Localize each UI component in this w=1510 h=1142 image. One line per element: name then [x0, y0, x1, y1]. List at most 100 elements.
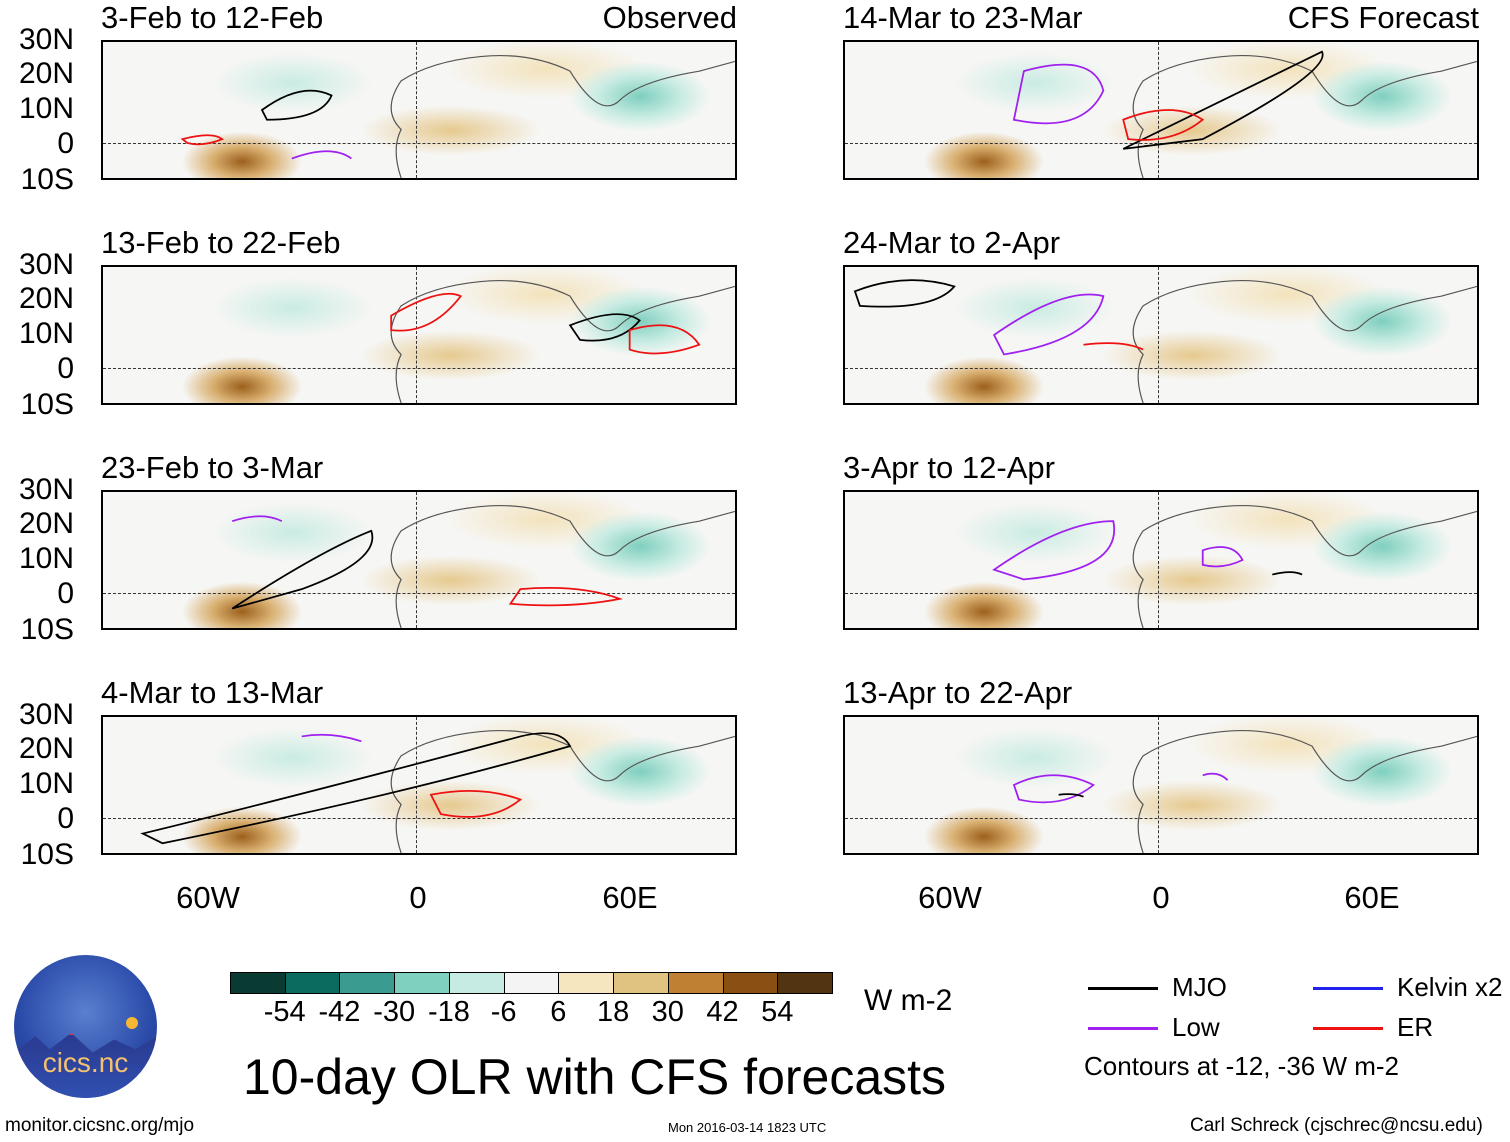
contours — [180, 55, 735, 178]
colorbar-swatch — [777, 972, 833, 994]
panel-title: 14-Mar to 23-Mar — [843, 0, 1083, 35]
panel-title: 13-Feb to 22-Feb — [101, 225, 341, 260]
equator-line — [845, 142, 1477, 144]
lat-tick-label: 20N — [18, 507, 74, 540]
anomaly-contour — [140, 732, 572, 845]
anomaly-contour — [260, 89, 333, 121]
lon-tick-label: 60E — [602, 880, 658, 915]
colorbar-swatch — [339, 972, 396, 994]
colorbar-label: 42 — [706, 996, 739, 1028]
contours — [1012, 730, 1477, 853]
coastline — [1132, 730, 1477, 853]
anomaly-contour — [508, 587, 623, 607]
anomaly-contour — [1122, 50, 1324, 150]
forecast-map-panel — [843, 40, 1479, 180]
lat-tick-label: 20N — [18, 732, 74, 765]
legend-swatch — [1088, 987, 1158, 990]
colorbar-label: -18 — [427, 996, 470, 1028]
forecast-map-panel — [843, 715, 1479, 855]
anomaly-contour — [1012, 63, 1105, 125]
lat-tick-label: 30N — [18, 248, 74, 281]
lon-tick-label: 60W — [918, 880, 982, 915]
prime-meridian-line — [415, 492, 417, 628]
contours — [140, 730, 735, 853]
colorbar-swatch — [503, 972, 560, 994]
legend-label: Low — [1172, 1012, 1220, 1042]
coastline — [1132, 55, 1477, 178]
colorbar-units: W m-2 — [864, 984, 953, 1017]
forecast-map-panel — [843, 265, 1479, 405]
lat-tick-label: 20N — [18, 282, 74, 315]
colorbar-label: 6 — [550, 996, 567, 1028]
equator-line — [845, 817, 1477, 819]
colorbar-label: 54 — [761, 996, 794, 1028]
anomaly-contour — [390, 292, 463, 332]
lat-tick-label: 30N — [18, 698, 74, 731]
anomaly-contour — [180, 134, 225, 146]
colorbar-swatch — [394, 972, 450, 994]
coastline — [390, 730, 735, 853]
lat-tick-label: 0 — [57, 802, 74, 835]
colorbar-swatch — [284, 972, 341, 994]
anomaly-contour — [1012, 774, 1096, 804]
colorbar-swatch — [667, 972, 724, 994]
colorbar-swatch — [722, 972, 779, 994]
legend-swatch — [1313, 1027, 1383, 1030]
equator-line — [103, 817, 735, 819]
lon-tick-label: 60W — [176, 880, 240, 915]
anomaly-contour — [992, 293, 1105, 356]
legend-swatch — [1313, 987, 1383, 990]
anomaly-contour — [992, 520, 1116, 581]
coastline — [390, 55, 735, 178]
panel-title: 3-Feb to 12-Feb — [101, 0, 324, 35]
panel-title: 24-Mar to 2-Apr — [843, 225, 1061, 260]
footer-url[interactable]: monitor.cicsnc.org/mjo — [5, 1115, 195, 1136]
lat-tick-label: 10S — [20, 163, 74, 196]
legend-label: ER — [1397, 1012, 1434, 1042]
observed-map-panel — [101, 40, 737, 180]
legend-swatch — [1088, 1027, 1158, 1030]
coastline — [390, 280, 735, 403]
contours — [1012, 50, 1477, 178]
anomaly-contour — [1122, 109, 1205, 141]
figure-title: 10-day OLR with CFS forecasts — [243, 1049, 947, 1105]
anomaly-contour — [429, 789, 523, 818]
equator-line — [845, 367, 1477, 369]
observed-map-panel — [101, 265, 737, 405]
panel-title: 4-Mar to 13-Mar — [101, 675, 324, 710]
legend-label: Kelvin x2 — [1397, 972, 1503, 1002]
lat-tick-label: 10S — [20, 613, 74, 646]
anomaly-contour — [568, 313, 641, 342]
coastline — [1132, 505, 1477, 628]
prime-meridian-line — [1157, 267, 1159, 403]
lat-tick-label: 10S — [20, 838, 74, 871]
prime-meridian-line — [415, 717, 417, 853]
colorbar-label: -54 — [263, 996, 306, 1028]
coastline — [1132, 280, 1477, 403]
contours — [992, 505, 1477, 628]
lon-tick-label: 60E — [1344, 880, 1400, 915]
equator-line — [845, 592, 1477, 594]
colorbar-label: -42 — [318, 996, 361, 1028]
lat-tick-label: 30N — [18, 23, 74, 56]
lat-tick-label: 30N — [18, 473, 74, 506]
contours — [390, 280, 735, 403]
anomaly-contour — [231, 529, 374, 610]
anomaly-contour — [1201, 546, 1244, 568]
panel-label: CFS Forecast — [1287, 0, 1479, 35]
anomaly-contour — [628, 324, 701, 355]
colorbar-swatch — [613, 972, 669, 994]
cics-logo: cics.nc — [14, 955, 157, 1098]
lat-tick-label: 10N — [18, 92, 74, 125]
lat-tick-label: 0 — [57, 577, 74, 610]
colorbar-swatch — [230, 972, 286, 994]
anomaly-contour — [1272, 571, 1303, 576]
colorbar-swatch — [448, 972, 505, 994]
panel-title: 23-Feb to 3-Mar — [101, 450, 324, 485]
contour-note: Contours at -12, -36 W m-2 — [1084, 1051, 1399, 1081]
colorbar-label: -30 — [373, 996, 416, 1028]
colorbar-swatch — [558, 972, 615, 994]
anomaly-contour — [231, 515, 283, 522]
footer-credit: Carl Schreck (cjschrec@ncsu.edu) — [1190, 1115, 1483, 1136]
